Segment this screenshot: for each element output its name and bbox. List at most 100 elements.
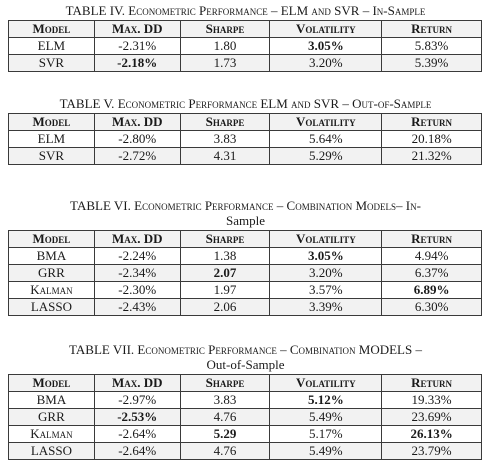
model-cell: Kalman [8, 281, 95, 299]
header-row: Model Max. DD Sharpe Volatility Return [8, 113, 482, 131]
return-cell: 5.39% [381, 54, 482, 72]
table-7-title: Econometric Performance – Combination MO… [137, 342, 422, 357]
sharpe-cell: 1.38 [179, 247, 271, 265]
table-row: Kalman -2.64% 5.29 5.17% 26.13% [8, 425, 482, 443]
return-cell: 20.18% [381, 130, 482, 148]
model-cell: SVR [8, 54, 95, 72]
table-5-caption: TABLE V. Econometric Performance ELM and… [0, 96, 491, 111]
sharpe-cell: 5.29 [179, 425, 271, 443]
sharpe-cell: 3.83 [179, 391, 271, 409]
maxdd-cell: -2.31% [93, 37, 181, 55]
model-cell: LASSO [8, 298, 95, 316]
model-cell: Kalman [8, 425, 95, 443]
return-cell: 23.69% [381, 408, 482, 426]
return-cell: 6.30% [381, 298, 482, 316]
sharpe-cell: 1.80 [179, 37, 271, 55]
header-model: Model [8, 374, 95, 392]
table-row: LASSO -2.43% 2.06 3.39% 6.30% [8, 298, 482, 316]
return-cell: 5.83% [381, 37, 482, 55]
table-row: ELM -2.31% 1.80 3.05% 5.83% [8, 37, 482, 55]
header-volatility: Volatility [269, 20, 383, 38]
table-5-title: Econometric Performance ELM and SVR – Ou… [117, 96, 432, 111]
return-cell: 6.37% [381, 264, 482, 282]
header-volatility: Volatility [269, 374, 383, 392]
volatility-cell: 5.17% [269, 425, 383, 443]
volatility-cell: 3.20% [269, 264, 383, 282]
header-return: Return [381, 230, 482, 248]
header-model: Model [8, 230, 95, 248]
table-4-title: Econometric Performance – ELM and SVR – … [128, 3, 426, 18]
header-sharpe: Sharpe [179, 113, 271, 131]
sharpe-cell: 1.73 [179, 54, 271, 72]
sharpe-cell: 2.06 [179, 298, 271, 316]
model-cell: LASSO [8, 442, 95, 460]
volatility-cell: 3.39% [269, 298, 383, 316]
maxdd-cell: -2.97% [93, 391, 181, 409]
header-row: Model Max. DD Sharpe Volatility Return [8, 20, 482, 38]
maxdd-cell: -2.34% [93, 264, 181, 282]
model-cell: ELM [8, 37, 95, 55]
maxdd-cell: -2.72% [93, 147, 181, 165]
model-cell: BMA [8, 391, 95, 409]
header-volatility: Volatility [269, 113, 383, 131]
volatility-cell: 3.05% [269, 37, 383, 55]
volatility-cell: 5.49% [269, 408, 383, 426]
model-cell: BMA [8, 247, 95, 265]
table-7-prefix: TABLE VII. [69, 342, 135, 357]
maxdd-cell: -2.18% [93, 54, 181, 72]
model-cell: GRR [8, 264, 95, 282]
maxdd-cell: -2.64% [93, 442, 181, 460]
volatility-cell: 3.20% [269, 54, 383, 72]
sharpe-cell: 4.76 [179, 408, 271, 426]
volatility-cell: 3.05% [269, 247, 383, 265]
table-4-prefix: TABLE IV. [65, 3, 126, 18]
sharpe-cell: 4.76 [179, 442, 271, 460]
maxdd-cell: -2.43% [93, 298, 181, 316]
return-cell: 19.33% [381, 391, 482, 409]
header-row: Model Max. DD Sharpe Volatility Return [8, 230, 482, 248]
return-cell: 21.32% [381, 147, 482, 165]
header-sharpe: Sharpe [179, 374, 271, 392]
sharpe-cell: 4.31 [179, 147, 271, 165]
table-6-caption-line2: Sample [226, 213, 265, 228]
model-cell: GRR [8, 408, 95, 426]
header-model: Model [8, 20, 95, 38]
sharpe-cell: 3.83 [179, 130, 271, 148]
header-return: Return [381, 374, 482, 392]
table-4-caption: TABLE IV. Econometric Performance – ELM … [0, 3, 491, 18]
header-max-dd: Max. DD [93, 20, 181, 38]
table-6: Model Max. DD Sharpe Volatility Return BMA -2… [8, 230, 482, 316]
table-row: BMA -2.24% 1.38 3.05% 4.94% [8, 247, 482, 265]
model-cell: SVR [8, 147, 95, 165]
header-model: Model [8, 113, 95, 131]
return-cell: 6.89% [381, 281, 482, 299]
table-6-title: Econometric Performance – Combination Mo… [134, 198, 421, 213]
table-row: SVR -2.72% 4.31 5.29% 21.32% [8, 147, 482, 165]
header-max-dd: Max. DD [93, 230, 181, 248]
header-max-dd: Max. DD [93, 113, 181, 131]
maxdd-cell: -2.80% [93, 130, 181, 148]
table-4: Model Max. DD Sharpe Volatility Return ELM -2… [8, 20, 482, 72]
maxdd-cell: -2.24% [93, 247, 181, 265]
sharpe-cell: 1.97 [179, 281, 271, 299]
table-5-prefix: TABLE V. [59, 96, 115, 111]
table-6-prefix: TABLE VI. [70, 198, 131, 213]
volatility-cell: 5.49% [269, 442, 383, 460]
return-cell: 26.13% [381, 425, 482, 443]
table-row: GRR -2.34% 2.07 3.20% 6.37% [8, 264, 482, 282]
volatility-cell: 3.57% [269, 281, 383, 299]
header-row: Model Max. DD Sharpe Volatility Return [8, 374, 482, 392]
header-sharpe: Sharpe [179, 230, 271, 248]
header-return: Return [381, 113, 482, 131]
header-return: Return [381, 20, 482, 38]
table-7: Model Max. DD Sharpe Volatility Return BMA -2… [8, 374, 482, 460]
table-row: Kalman -2.30% 1.97 3.57% 6.89% [8, 281, 482, 299]
maxdd-cell: -2.30% [93, 281, 181, 299]
header-sharpe: Sharpe [179, 20, 271, 38]
table-row: BMA -2.97% 3.83 5.12% 19.33% [8, 391, 482, 409]
table-row: SVR -2.18% 1.73 3.20% 5.39% [8, 54, 482, 72]
header-volatility: Volatility [269, 230, 383, 248]
table-6-caption: TABLE VI. Econometric Performance – Comb… [0, 198, 491, 213]
table-row: GRR -2.53% 4.76 5.49% 23.69% [8, 408, 482, 426]
volatility-cell: 5.64% [269, 130, 383, 148]
